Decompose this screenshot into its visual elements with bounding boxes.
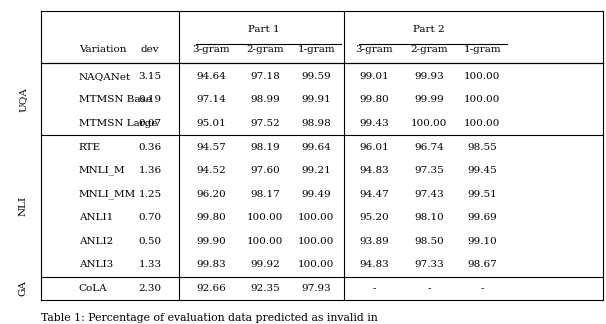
Text: 94.57: 94.57 [196, 143, 226, 152]
Text: 100.00: 100.00 [464, 119, 501, 128]
Text: 1-gram: 1-gram [298, 45, 335, 53]
Text: MNLI_MM: MNLI_MM [79, 189, 136, 199]
Text: 94.64: 94.64 [196, 72, 226, 81]
Text: 97.33: 97.33 [414, 260, 444, 269]
Text: 2-gram: 2-gram [247, 45, 284, 53]
Text: -: - [427, 284, 431, 293]
Text: 95.01: 95.01 [196, 119, 226, 128]
Text: 97.60: 97.60 [250, 166, 281, 175]
Text: 97.14: 97.14 [196, 95, 226, 104]
Text: 99.90: 99.90 [196, 237, 226, 246]
Text: 99.51: 99.51 [467, 190, 498, 199]
Text: 99.45: 99.45 [467, 166, 498, 175]
Text: -: - [373, 284, 376, 293]
Text: 96.20: 96.20 [196, 190, 226, 199]
Text: 99.93: 99.93 [414, 72, 444, 81]
Text: 96.01: 96.01 [359, 143, 390, 152]
Text: 98.10: 98.10 [414, 213, 444, 222]
Text: 99.10: 99.10 [467, 237, 498, 246]
Text: NLI: NLI [19, 196, 27, 216]
Text: Part 1: Part 1 [248, 25, 279, 34]
Text: 0.70: 0.70 [139, 213, 162, 222]
Text: Table 1: Percentage of evaluation data predicted as invalid in: Table 1: Percentage of evaluation data p… [41, 313, 378, 323]
Text: 93.89: 93.89 [359, 237, 390, 246]
Text: 97.18: 97.18 [250, 72, 281, 81]
Text: 98.19: 98.19 [250, 143, 281, 152]
Text: 100.00: 100.00 [464, 95, 501, 104]
Text: 2-gram: 2-gram [410, 45, 448, 53]
Text: 99.69: 99.69 [467, 213, 498, 222]
Text: 99.64: 99.64 [301, 143, 331, 152]
Text: 99.01: 99.01 [359, 72, 390, 81]
Text: 99.80: 99.80 [359, 95, 390, 104]
Text: 99.91: 99.91 [301, 95, 331, 104]
Text: 100.00: 100.00 [247, 237, 284, 246]
Text: ANLI1: ANLI1 [79, 213, 113, 222]
Text: 99.99: 99.99 [414, 95, 444, 104]
Text: MTMSN Large: MTMSN Large [79, 119, 158, 128]
Text: ANLI3: ANLI3 [79, 260, 113, 269]
Text: 94.83: 94.83 [359, 166, 390, 175]
Text: 0.36: 0.36 [139, 143, 162, 152]
Text: Variation: Variation [79, 45, 126, 53]
Text: 99.92: 99.92 [250, 260, 281, 269]
Text: CoLA: CoLA [79, 284, 107, 293]
Text: 92.66: 92.66 [196, 284, 226, 293]
Text: -: - [481, 284, 484, 293]
Text: 97.93: 97.93 [301, 284, 331, 293]
Text: NAQANet: NAQANet [79, 72, 131, 81]
Text: UQA: UQA [19, 87, 27, 112]
Text: 100.00: 100.00 [464, 72, 501, 81]
Text: 3.15: 3.15 [139, 72, 162, 81]
Text: dev: dev [141, 45, 159, 53]
Text: 0.07: 0.07 [139, 119, 162, 128]
Text: 98.55: 98.55 [467, 143, 498, 152]
Text: 100.00: 100.00 [298, 237, 335, 246]
Text: 100.00: 100.00 [298, 260, 335, 269]
Text: Part 2: Part 2 [413, 25, 444, 34]
Text: 98.98: 98.98 [301, 119, 331, 128]
Text: 99.80: 99.80 [196, 213, 226, 222]
Text: 1.25: 1.25 [139, 190, 162, 199]
Text: 92.35: 92.35 [250, 284, 281, 293]
Text: 1.36: 1.36 [139, 166, 162, 175]
Text: 99.21: 99.21 [301, 166, 331, 175]
Text: 98.50: 98.50 [414, 237, 444, 246]
Text: GA: GA [19, 281, 27, 296]
Text: MNLI_M: MNLI_M [79, 166, 125, 175]
Text: 3-gram: 3-gram [356, 45, 393, 53]
Text: MTMSN Base: MTMSN Base [79, 95, 152, 104]
Text: 3-gram: 3-gram [192, 45, 230, 53]
Text: 100.00: 100.00 [247, 213, 284, 222]
Text: 1.33: 1.33 [139, 260, 162, 269]
Text: 99.83: 99.83 [196, 260, 226, 269]
Text: 100.00: 100.00 [298, 213, 335, 222]
Text: 97.52: 97.52 [250, 119, 281, 128]
Text: 98.17: 98.17 [250, 190, 281, 199]
Text: 97.35: 97.35 [414, 166, 444, 175]
Text: 99.43: 99.43 [359, 119, 390, 128]
Text: 2.30: 2.30 [139, 284, 162, 293]
Text: ANLI2: ANLI2 [79, 237, 113, 246]
Text: 95.20: 95.20 [359, 213, 390, 222]
Text: 94.47: 94.47 [359, 190, 390, 199]
Text: 94.83: 94.83 [359, 260, 390, 269]
Text: 97.43: 97.43 [414, 190, 444, 199]
Text: 94.52: 94.52 [196, 166, 226, 175]
Text: 98.99: 98.99 [250, 95, 281, 104]
Text: 0.19: 0.19 [139, 95, 162, 104]
Text: 99.59: 99.59 [301, 72, 331, 81]
Text: 100.00: 100.00 [411, 119, 447, 128]
Text: 96.74: 96.74 [414, 143, 444, 152]
Text: 0.50: 0.50 [139, 237, 162, 246]
Text: RTE: RTE [79, 143, 101, 152]
Text: 1-gram: 1-gram [464, 45, 501, 53]
Text: 99.49: 99.49 [301, 190, 331, 199]
Text: 98.67: 98.67 [467, 260, 498, 269]
